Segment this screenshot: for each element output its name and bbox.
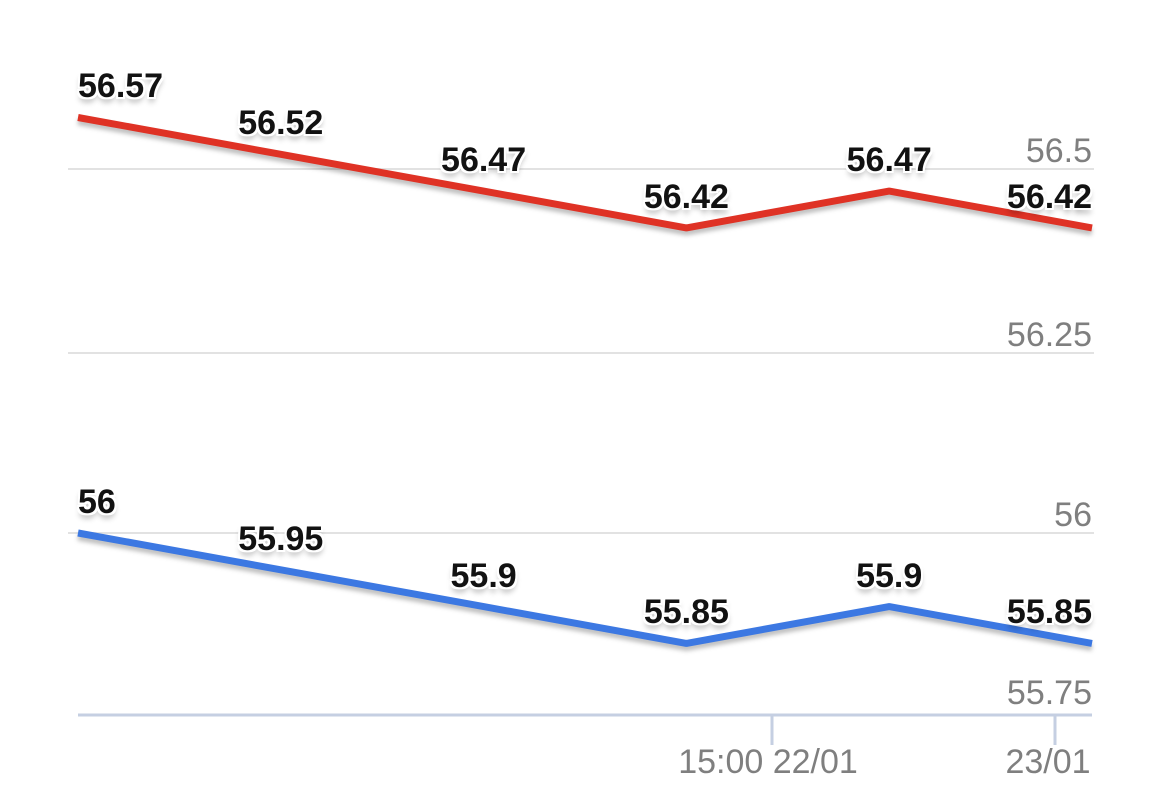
y-axis-tick-label: 56.25 [1006,316,1092,354]
point-value-label: 56.47 [846,141,932,180]
point-value-label: 55.9 [450,556,517,595]
y-axis-tick-label: 56.5 [1025,132,1092,170]
point-value-label: 56.52 [238,104,324,143]
y-axis-tick-label: 55.75 [1006,674,1092,712]
point-value-label: 55.95 [238,519,324,558]
x-axis-tick-label: 23/01 [1005,743,1091,781]
series-line-top [77,114,1093,232]
point-value-label: 56.42 [643,177,729,216]
point-value-label: 56 [78,483,116,521]
series-line-bottom [77,529,1093,647]
point-value-label: 55.85 [643,593,729,632]
y-axis-tick-label: 56 [1054,496,1092,534]
point-value-label: 55.9 [856,556,923,595]
point-value-label: 56.42 [1006,177,1092,216]
x-axis-tick-label: 15:00 22/01 [678,743,858,781]
point-value-label: 55.85 [1006,593,1092,632]
point-value-label: 56.57 [78,67,164,106]
point-value-label: 56.47 [441,141,527,180]
